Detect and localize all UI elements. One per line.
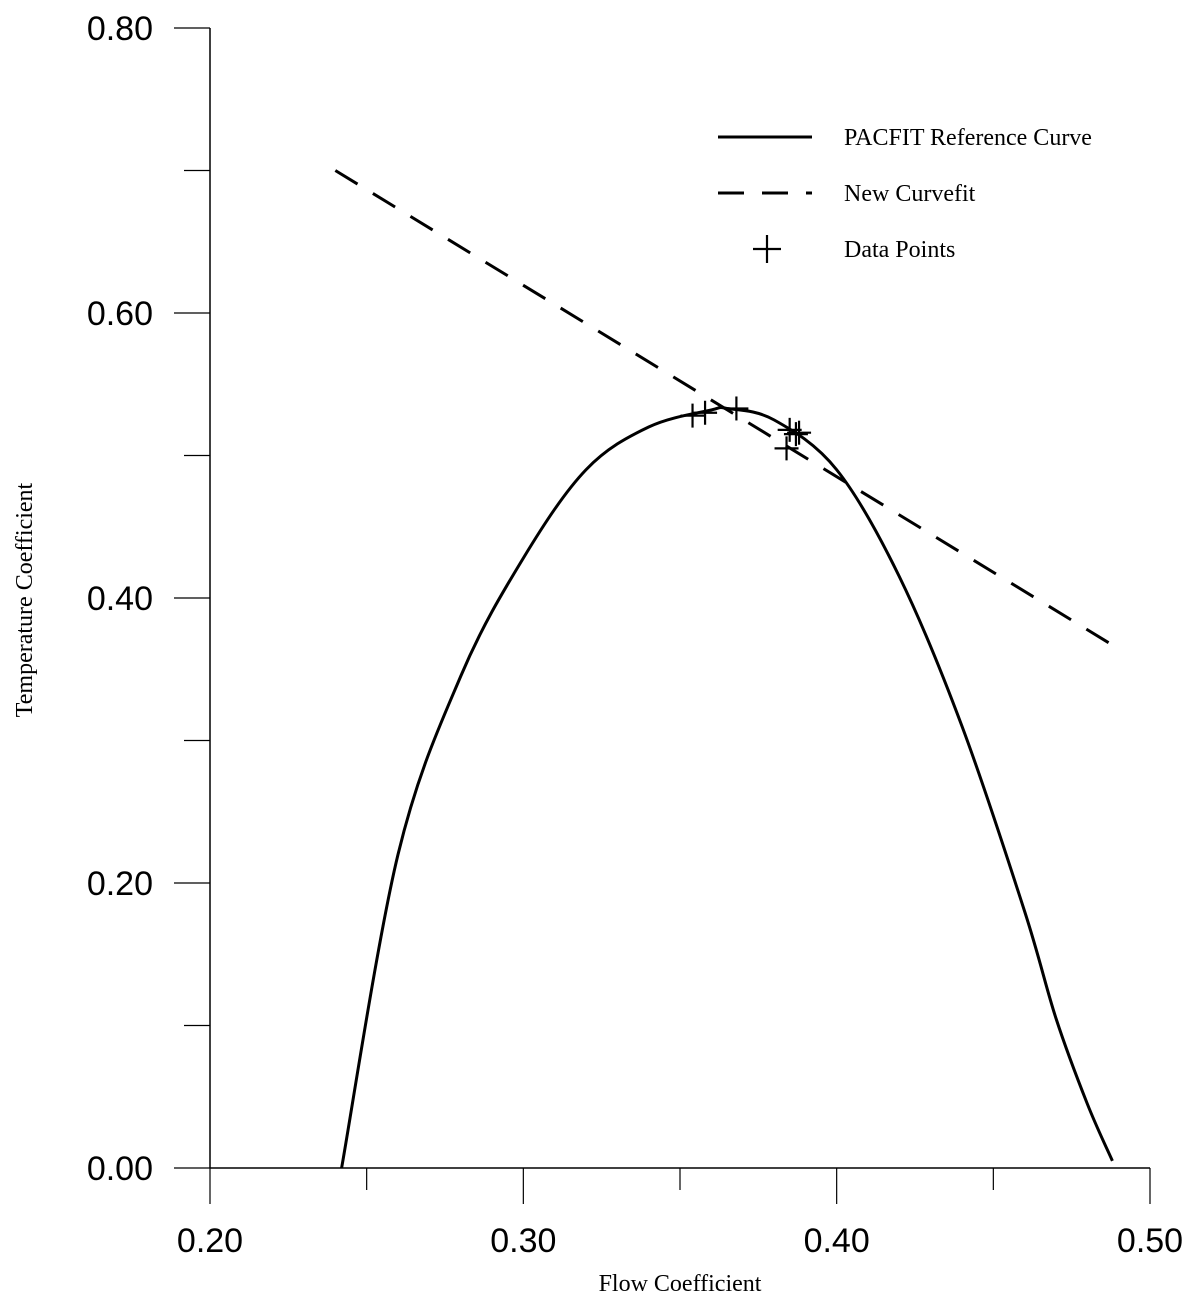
legend-label: Data Points: [844, 237, 955, 263]
x-tick-label: 0.30: [490, 1222, 556, 1260]
legend-label: PACFIT Reference Curve: [844, 125, 1092, 151]
axes: [209, 28, 1150, 1169]
x-tick-label: 0.20: [177, 1222, 243, 1260]
y-axis-title: Temperature Coefficient: [12, 482, 38, 717]
tick-marks: [174, 27, 1151, 1204]
legend: PACFIT Reference Curve New Curvefit Data P…: [718, 125, 1092, 263]
data-point-marker: [680, 403, 705, 428]
x-tick-label: 0.50: [1117, 1222, 1183, 1260]
curvefit-line: [334, 169, 1114, 647]
y-tick-label: 0.60: [87, 295, 153, 333]
data-point-marker: [724, 396, 749, 421]
plot-area: [334, 169, 1114, 1169]
data-point-marker: [693, 400, 718, 425]
legend-label: New Curvefit: [844, 181, 976, 207]
x-tick-label: 0.40: [804, 1222, 870, 1260]
legend-swatch-data-points: [753, 235, 781, 263]
y-tick-label: 0.40: [87, 580, 153, 618]
data-point-marker: [783, 422, 808, 447]
data-point-marker: [777, 417, 802, 442]
data-point-marker: [787, 420, 812, 445]
data-point-marker: [774, 436, 799, 461]
y-tick-label: 0.80: [87, 10, 153, 48]
y-tick-label: 0.20: [87, 865, 153, 903]
tick-labels: 0.20 0.30 0.40 0.50 0.00 0.20 0.40 0.60 0.80: [87, 10, 1183, 1260]
reference-curve-line: [340, 405, 1114, 1169]
data-points: [680, 396, 812, 461]
y-tick-label: 0.00: [87, 1150, 153, 1188]
x-axis-title: Flow Coefficient: [599, 1271, 762, 1297]
